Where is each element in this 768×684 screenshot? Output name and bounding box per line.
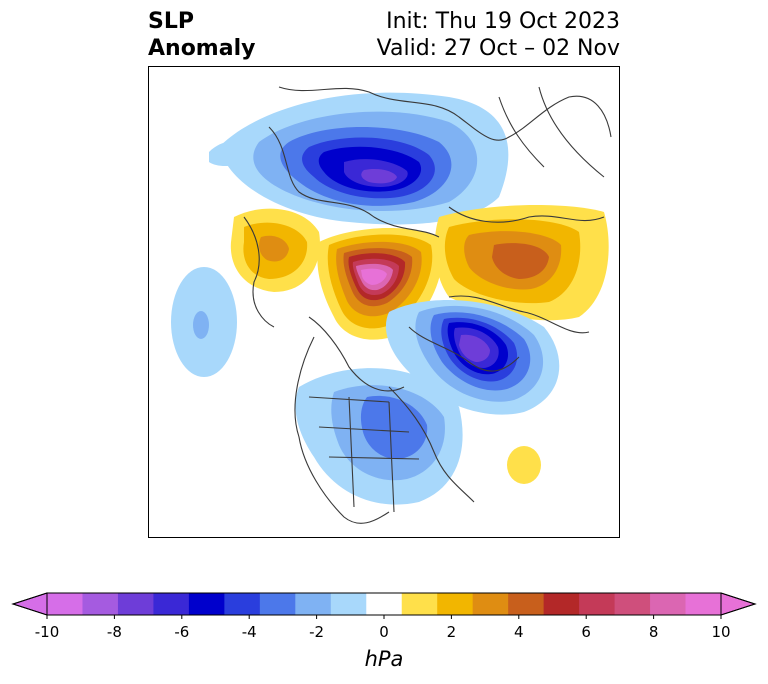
colorbar-cell [259, 593, 296, 615]
valid-period: Init: Thu 19 Oct 2023 Valid: 27 Oct – 02… [377, 8, 620, 62]
colorbar [11, 592, 757, 619]
colorbar-tick-label: 4 [514, 623, 524, 641]
negative-anomaly-north-america [295, 368, 463, 505]
colorbar-tick-label: 6 [581, 623, 591, 641]
colorbar-tick-label: 2 [446, 623, 457, 641]
colorbar-tick-label: 8 [648, 623, 659, 641]
colorbar-tick-label: -10 [34, 623, 60, 641]
colorbar-cell [685, 593, 722, 615]
negative-anomaly-north-pacific-asia [209, 92, 509, 225]
colorbar-cell [508, 593, 545, 615]
colorbar-cells [47, 593, 722, 615]
colorbar-cell [188, 593, 225, 615]
colorbar-tick-label: 0 [379, 623, 389, 641]
map-title: SLP Anomaly [148, 8, 255, 62]
map-panel [148, 66, 620, 538]
colorbar-tick-label: 10 [711, 623, 731, 641]
positive-anomaly-atlantic-small [507, 446, 541, 484]
colorbar-cell [224, 593, 261, 615]
colorbar-tick-label: -8 [106, 623, 122, 641]
valid-range: Valid: 27 Oct – 02 Nov [376, 36, 620, 61]
colorbar-cell [401, 593, 438, 615]
title-line-2: Anomaly [148, 36, 256, 61]
title-line-1: SLP [148, 9, 194, 34]
init-date: Init: Thu 19 Oct 2023 [386, 9, 620, 34]
colorbar-cell [366, 593, 403, 615]
colorbar-cell [330, 593, 367, 615]
colorbar-tick-label: -4 [241, 623, 257, 641]
colorbar-extend-high [720, 592, 757, 616]
positive-anomaly-siberia [434, 205, 609, 321]
colorbar-cell [614, 593, 651, 615]
colorbar-ticks [46, 615, 722, 619]
colorbar-cell [295, 593, 332, 615]
anomaly-map [171, 86, 612, 524]
negative-anomaly-pacific-small [171, 267, 237, 377]
colorbar-cell [117, 593, 154, 615]
colorbar-cell [82, 593, 119, 615]
positive-anomaly-arctic [317, 227, 443, 340]
colorbar-cell [437, 593, 474, 615]
colorbar-cell [650, 593, 687, 615]
colorbar-cell [153, 593, 190, 615]
colorbar-extend-low [11, 592, 48, 616]
colorbar-cell [579, 593, 616, 615]
colorbar-tick-label: -2 [309, 623, 325, 641]
positive-anomaly-alaska-gulf [230, 208, 320, 292]
colorbar-cell [47, 593, 83, 615]
colorbar-cell [543, 593, 580, 615]
coastline-overlay [243, 86, 612, 524]
colorbar-cell [472, 593, 509, 615]
colorbar-unit-label: hPa [364, 647, 404, 671]
colorbar-tick-label: -6 [174, 623, 190, 641]
